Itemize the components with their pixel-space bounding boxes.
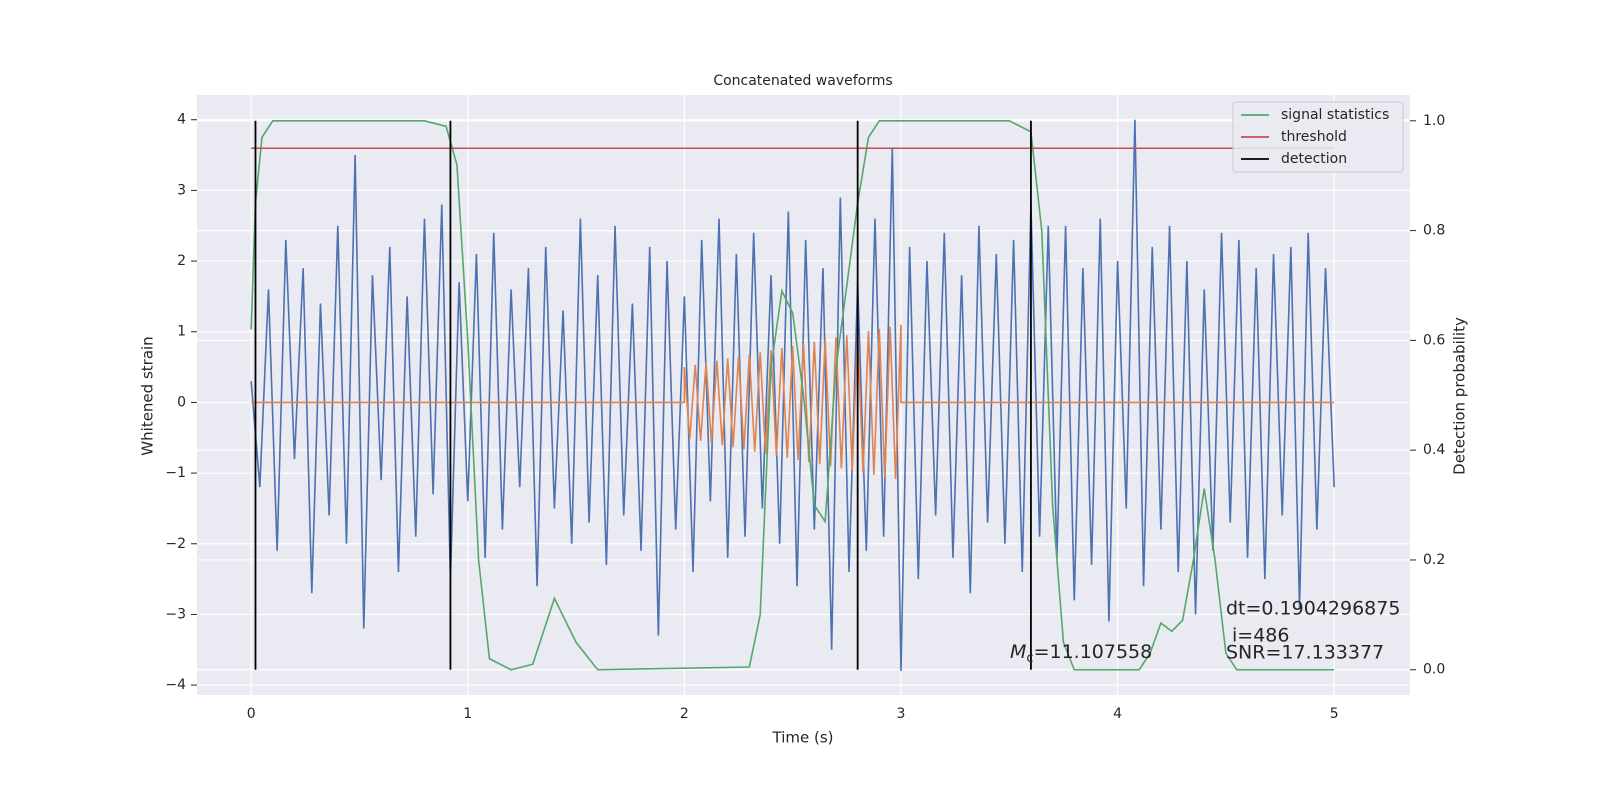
legend: signal statistics threshold detection — [1232, 101, 1404, 173]
mc-subscript: c — [1026, 651, 1033, 666]
y2-tick-label: 1.0 — [1423, 113, 1445, 129]
y-tick-label: −4 — [165, 677, 186, 693]
snr-annotation: SNR=17.133377 — [1226, 642, 1384, 664]
ticks: 0 1 2 3 4 5 −4 −3 −2 −1 0 1 2 3 4 0.0 0.2 0.4 0.6 0.8 1.0 — [165, 112, 1445, 722]
series-line — [251, 324, 1335, 480]
legend-box — [1232, 101, 1404, 173]
y-tick-label: 1 — [177, 324, 186, 340]
series-line — [250, 120, 1335, 671]
y-tick-label: −2 — [165, 536, 186, 552]
y-tick-label: 0 — [177, 394, 186, 410]
series-line — [250, 119, 1335, 671]
chart-title: Concatenated waveforms — [713, 73, 892, 89]
x-tick-label: 5 — [1330, 706, 1339, 722]
y2-tick-label: 0.8 — [1423, 223, 1445, 239]
mc-annotation: Mc=11.107558 — [1010, 641, 1152, 666]
y2-tick-label: 0.4 — [1423, 442, 1445, 458]
x-tick-label: 2 — [680, 706, 689, 722]
y-axis-label: Whitened strain — [139, 336, 157, 455]
y-tick-label: 4 — [177, 112, 186, 128]
marks — [250, 119, 1335, 671]
x-tick-label: 0 — [247, 706, 256, 722]
y2-axis-label: Detection probability — [1451, 317, 1469, 475]
legend-label: signal statistics — [1281, 107, 1389, 123]
y-tick-label: −1 — [165, 465, 186, 481]
dt-annotation: dt=0.1904296875 — [1226, 598, 1400, 620]
x-tick-label: 3 — [897, 706, 906, 722]
legend-label: detection — [1281, 151, 1347, 167]
y-tick-label: −3 — [165, 606, 186, 622]
y-tick-label: 2 — [177, 253, 186, 269]
y2-tick-label: 0.6 — [1423, 332, 1445, 348]
y2-tick-label: 0.0 — [1423, 662, 1445, 678]
x-tick-label: 4 — [1113, 706, 1122, 722]
x-axis-label: Time (s) — [772, 729, 834, 747]
y-tick-label: 3 — [177, 182, 186, 198]
legend-label: threshold — [1281, 129, 1347, 145]
mc-symbol: M — [1010, 641, 1026, 663]
mc-value: =11.107558 — [1034, 641, 1153, 663]
x-tick-label: 1 — [463, 706, 472, 722]
i-annotation: i=486 — [1232, 625, 1289, 647]
y2-tick-label: 0.2 — [1423, 552, 1445, 568]
